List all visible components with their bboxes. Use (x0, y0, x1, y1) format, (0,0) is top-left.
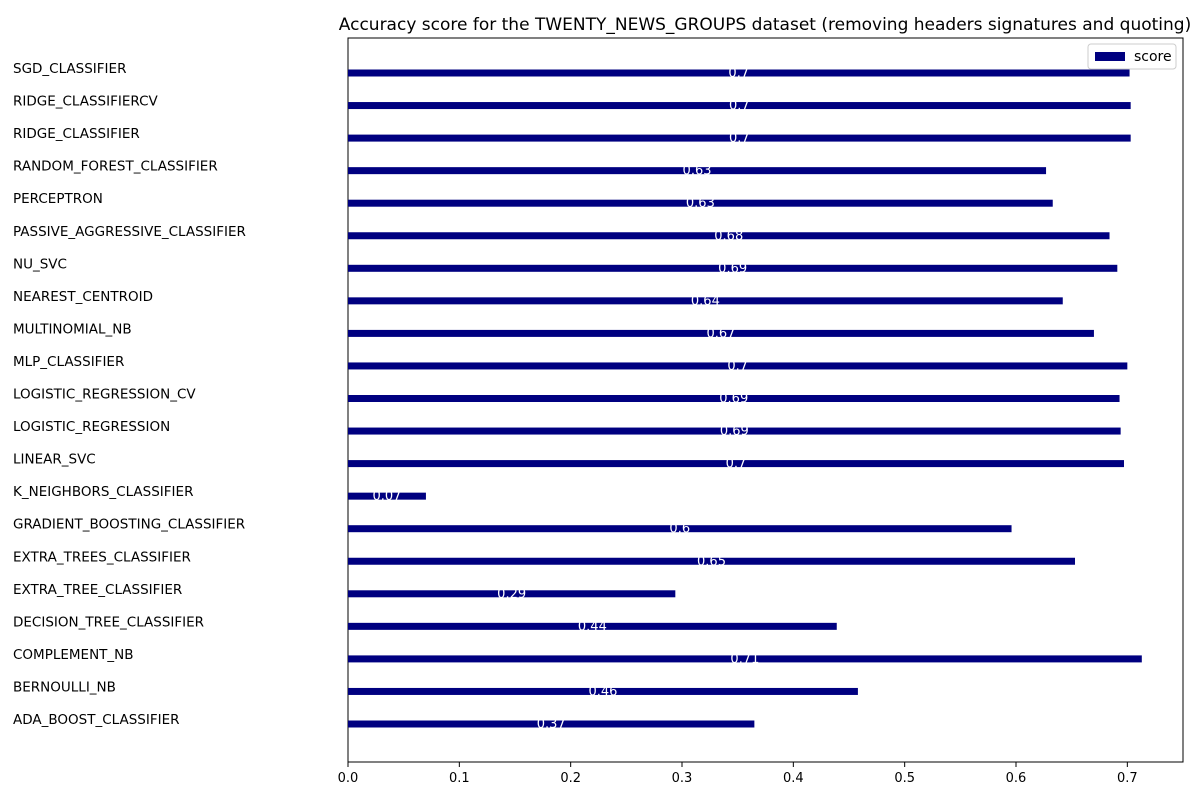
bar (348, 134, 1131, 142)
bar-value-label: 0.6 (669, 522, 690, 537)
legend-box (1087, 43, 1177, 70)
bar-value-label: 0.44 (578, 619, 607, 634)
bar-value-label: 0.7 (729, 99, 750, 114)
y-tick-label: RIDGE_CLASSIFIERCV (13, 94, 159, 110)
bars-group: 0.37 0.46 0.71 0.44 0.29 0.65 0.6 0.07 0.7 0.69 0.… (348, 66, 1142, 732)
x-tick-label: 0.3 (672, 771, 693, 786)
y-tick-label: NEAREST_CENTROID (13, 289, 153, 305)
bar-value-label: 0.7 (729, 131, 750, 146)
bar (348, 460, 1124, 468)
bar (348, 492, 426, 500)
bar (348, 329, 1094, 337)
bar-value-label: 0.69 (720, 424, 749, 439)
y-tick-label: COMPLEMENT_NB (13, 647, 134, 663)
y-tick-label: RIDGE_CLASSIFIER (13, 126, 140, 142)
bar-value-label: 0.63 (683, 164, 712, 179)
bar-value-label: 0.68 (714, 229, 743, 244)
y-tick-label: NU_SVC (13, 256, 67, 272)
x-tick-label: 0.5 (894, 771, 915, 786)
x-tick-label: 0.6 (1006, 771, 1027, 786)
x-tick-label: 0.4 (783, 771, 804, 786)
y-tick-label: MULTINOMIAL_NB (13, 321, 132, 337)
y-tick-label: SGD_CLASSIFIER (13, 61, 126, 77)
chart-title: Accuracy score for the TWENTY_NEWS_GROUP… (339, 15, 1191, 35)
y-tick-label: LINEAR_SVC (13, 452, 96, 468)
bar-value-label: 0.71 (730, 652, 759, 667)
y-tick-label: PERCEPTRON (13, 191, 103, 207)
bar (348, 297, 1063, 305)
bar-value-label: 0.7 (726, 457, 747, 472)
bar-value-label: 0.69 (719, 392, 748, 407)
legend-swatch (1095, 52, 1125, 61)
y-tick-label: EXTRA_TREE_CLASSIFIER (13, 582, 182, 598)
x-tick-label: 0.2 (560, 771, 581, 786)
x-tick-label: 0.1 (449, 771, 470, 786)
bar-value-label: 0.7 (728, 66, 749, 81)
bar-value-label: 0.07 (372, 489, 401, 504)
y-tick-label: EXTRA_TREES_CLASSIFIER (13, 549, 191, 565)
bar-value-label: 0.63 (686, 196, 715, 211)
x-tick-label: 0.7 (1117, 771, 1138, 786)
legend-label: score (1134, 49, 1172, 65)
y-tick-label: K_NEIGHBORS_CLASSIFIER (13, 484, 193, 500)
bar (348, 395, 1120, 402)
bar (348, 362, 1128, 370)
bar (348, 622, 837, 630)
y-tick-label: PASSIVE_AGGRESSIVE_CLASSIFIER (13, 224, 246, 240)
bar (348, 69, 1130, 77)
bar-value-label: 0.69 (718, 261, 747, 276)
bar-value-label: 0.46 (588, 684, 617, 699)
y-tick-label: RANDOM_FOREST_CLASSIFIER (13, 159, 218, 175)
x-axis-ticks: 0.0 0.1 0.2 0.3 0.4 0.5 0.6 0.7 (338, 762, 1138, 786)
bar-value-label: 0.64 (691, 294, 720, 309)
bar (348, 264, 1118, 272)
bar-value-label: 0.37 (537, 717, 566, 732)
bar (348, 199, 1053, 207)
x-tick-label: 0.0 (338, 771, 359, 786)
bar-value-label: 0.29 (497, 587, 526, 602)
bar-value-label: 0.65 (697, 554, 726, 569)
bar (348, 557, 1076, 565)
y-tick-label: LOGISTIC_REGRESSION_CV (13, 387, 196, 403)
y-tick-label: LOGISTIC_REGRESSION (13, 419, 170, 435)
y-tick-label: MLP_CLASSIFIER (13, 354, 124, 370)
bar (348, 232, 1110, 240)
y-tick-label: DECISION_TREE_CLASSIFIER (13, 614, 204, 630)
bar (348, 427, 1121, 435)
bar (348, 167, 1047, 175)
bar (348, 687, 858, 695)
legend: score (1087, 43, 1177, 70)
bar-value-label: 0.7 (727, 359, 748, 374)
bar (348, 655, 1142, 663)
bar-value-label: 0.67 (706, 326, 735, 341)
y-tick-label: ADA_BOOST_CLASSIFIER (13, 712, 180, 728)
bar (348, 720, 755, 728)
y-tick-label: BERNOULLI_NB (13, 679, 116, 695)
y-tick-label: GRADIENT_BOOSTING_CLASSIFIER (13, 517, 245, 533)
bar (348, 102, 1131, 110)
y-axis-labels: ADA_BOOST_CLASSIFIER BERNOULLI_NB COMPLEME… (13, 59, 349, 728)
bar (348, 525, 1012, 533)
bar (348, 590, 676, 598)
